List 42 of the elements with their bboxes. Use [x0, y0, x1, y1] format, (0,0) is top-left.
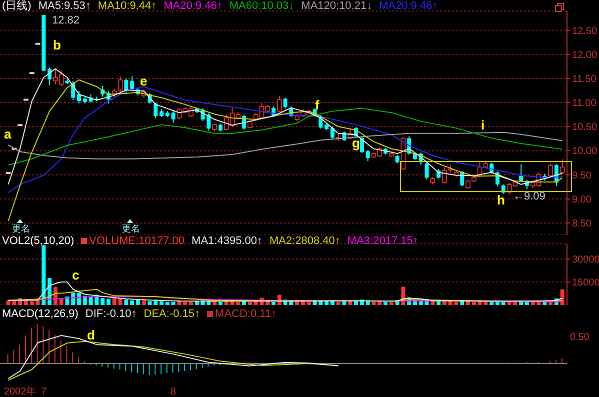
text: MA60:10.03↓	[229, 0, 294, 12]
y-tick-label: 10.50	[572, 122, 598, 134]
x-tick-label: 7	[40, 386, 47, 397]
annotation: 更名	[122, 224, 140, 234]
y-tick-label: 9.50	[572, 170, 592, 182]
annotation: h	[497, 192, 505, 208]
annotation: a	[4, 126, 12, 142]
x-tick-label: 2002年	[4, 386, 36, 397]
annotation: g	[352, 136, 360, 150]
legend-label: MA20:9.46↑	[164, 0, 222, 12]
annotation: 12.82	[52, 14, 80, 26]
series-label: DIF:-0.10↑	[85, 308, 137, 320]
text: 0.50	[570, 332, 590, 343]
chart-title: (日线)	[2, 0, 32, 12]
y-tick-label: 11.00	[572, 98, 597, 110]
legend-label: MACD:0.11↑	[214, 308, 277, 320]
annotation: 更名	[12, 224, 30, 234]
text: DEA:-0.15↑	[144, 308, 200, 320]
annotation: ←9.09	[513, 190, 546, 202]
y-tick-label: 9.00	[572, 194, 592, 206]
text: MA2:2808.40↑	[269, 235, 340, 247]
y-tick-label: 12.00	[572, 50, 598, 61]
annotation: i	[481, 118, 485, 132]
y-tick-label: 8.50	[572, 218, 592, 230]
chart-title: MACD(12,26,9)	[2, 308, 78, 320]
y-tick-label: 12.50	[572, 26, 598, 37]
x-tick-label: 8	[170, 386, 176, 397]
y-tick-label: 10.00	[572, 146, 598, 158]
y-tick-label: 11.50	[572, 74, 597, 85]
text: MA120:10.21↓	[301, 0, 372, 12]
text: MA3:2017.15↑	[347, 235, 418, 247]
annotation: e	[140, 74, 148, 88]
annotation: c	[72, 268, 80, 282]
chart-title: VOL2(5,10,20)	[2, 235, 74, 247]
annotation: f	[315, 98, 320, 112]
legend-label: VOLUME:10177.00	[88, 235, 185, 247]
annotation: b	[53, 38, 61, 52]
text: MA20:9.46↑	[379, 0, 438, 12]
text: MA10:9.44↑	[98, 0, 157, 12]
annotation: d	[87, 328, 95, 342]
text: MA1:4395.00↑	[192, 235, 262, 247]
text: MA5:9.53↑	[38, 0, 91, 12]
